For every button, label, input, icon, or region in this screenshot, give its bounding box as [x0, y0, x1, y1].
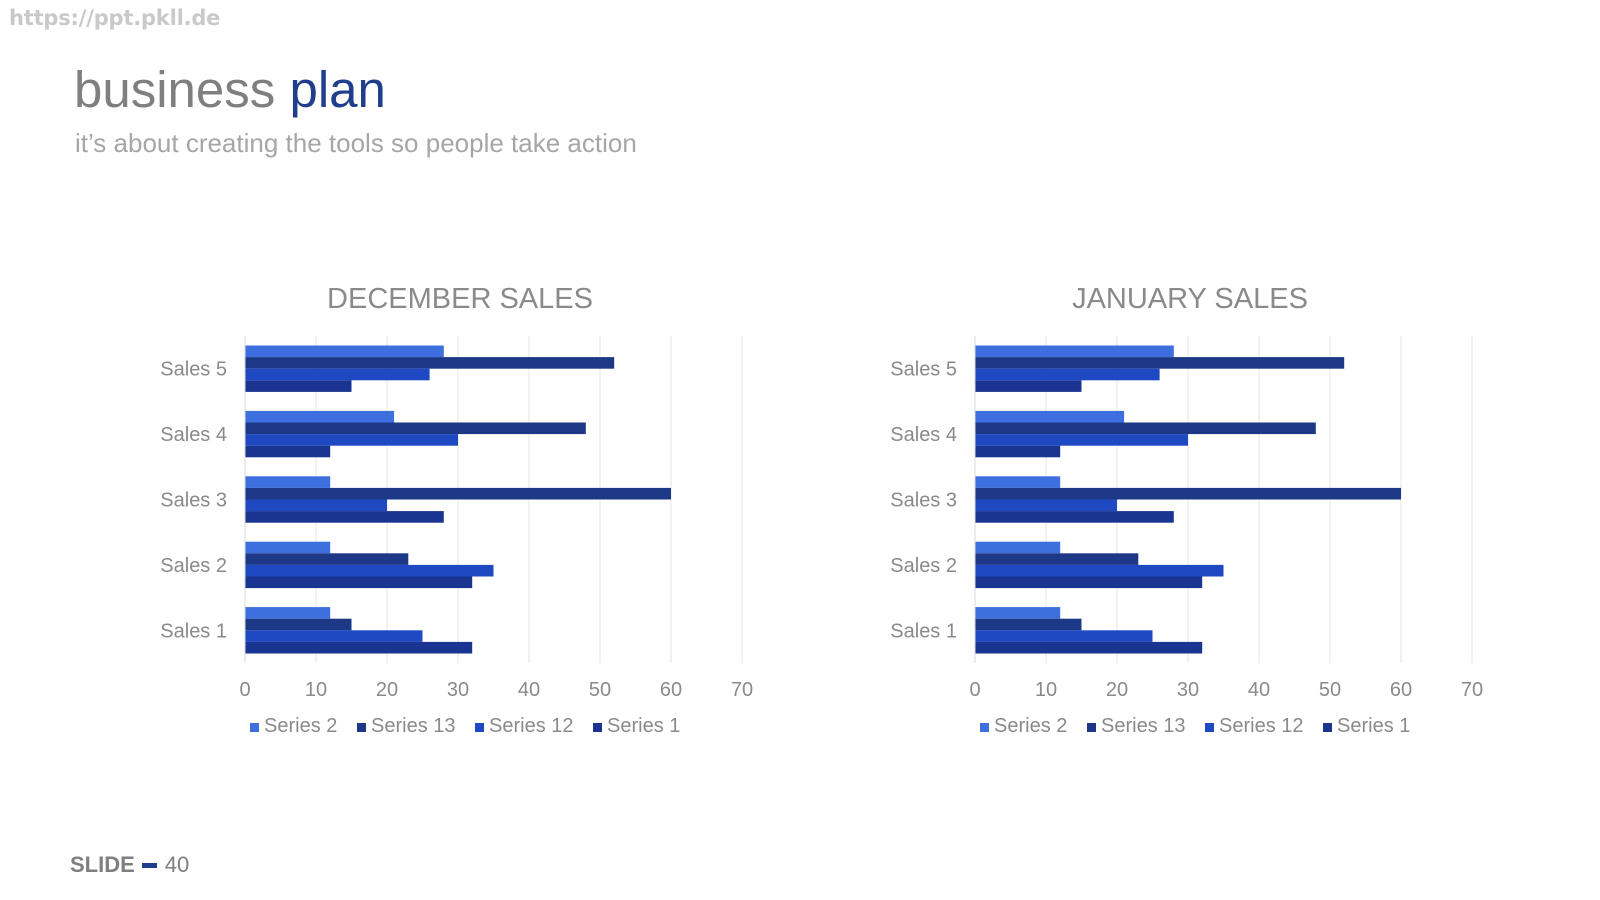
- january-sales-category-label-sales-4: Sales 4: [890, 424, 957, 446]
- january-sales-legend-label-series-12: Series 12: [1219, 715, 1304, 737]
- january-sales-bar-sales-3-series-13: [975, 487, 1401, 500]
- january-sales-bar-sales-2-series-2: [975, 541, 1061, 554]
- slide-marker: [141, 862, 157, 868]
- january-sales-x-tick-60: 60: [1390, 679, 1412, 701]
- january-sales-legend-label-series-1: Series 1: [1337, 715, 1410, 737]
- slide-footer: SLIDE 40: [70, 852, 189, 878]
- january-sales-bar-sales-1-series-12: [975, 630, 1153, 642]
- december-sales-x-tick-60: 60: [660, 679, 682, 701]
- december-sales-bar-sales-4-series-1: [245, 445, 331, 458]
- january-sales-x-tick-20: 20: [1106, 679, 1128, 701]
- january-sales-bar-sales-5-series-2: [975, 345, 1174, 358]
- december-sales-bar-sales-3-series-2: [245, 476, 331, 488]
- january-sales-x-tick-40: 40: [1248, 679, 1270, 701]
- december-sales-bar-sales-2-series-2: [245, 541, 331, 554]
- january-sales-x-tick-10: 10: [1035, 679, 1057, 701]
- december-sales-x-tick-70: 70: [731, 679, 753, 701]
- january-sales-bar-sales-2-series-13: [975, 553, 1139, 565]
- december-sales-x-tick-20: 20: [376, 679, 398, 701]
- december-sales-svg: DECEMBER SALES 0 10 20 30 40 50 60 70 Sales 1 Sale…: [160, 283, 753, 737]
- january-sales-bar-sales-3-series-2: [975, 476, 1061, 488]
- january-sales-bar-sales-4-series-1: [975, 445, 1061, 458]
- december-sales-bar-sales-3-series-1: [245, 511, 444, 523]
- watermark-url: https://ppt.pkll.de: [9, 6, 221, 30]
- december-sales-x-tick-40: 40: [518, 679, 540, 701]
- december-sales-bar-sales-3-series-13: [245, 487, 671, 500]
- december-sales-bar-sales-2-series-1: [245, 576, 473, 589]
- january-sales-category-label-sales-5: Sales 5: [890, 359, 957, 381]
- december-sales-bar-sales-5-series-2: [245, 345, 444, 358]
- page-title: business plan: [74, 64, 386, 115]
- december-sales-legend-label-series-1: Series 1: [607, 715, 680, 737]
- january-sales-category-label-sales-2: Sales 2: [890, 555, 957, 577]
- december-sales-category-label-sales-4: Sales 4: [160, 424, 227, 446]
- december-sales-legend-label-series-2: Series 2: [264, 715, 337, 737]
- january-sales-category-label-sales-3: Sales 3: [890, 490, 957, 512]
- january-sales-legend-swatch-series-13: [1087, 723, 1096, 732]
- january-sales-bar-sales-2-series-12: [975, 564, 1224, 577]
- december-sales-bar-sales-2-series-13: [245, 553, 409, 565]
- january-sales-legend-swatch-series-2: [980, 723, 989, 732]
- december-sales-legend-label-series-13: Series 13: [371, 715, 456, 737]
- december-sales-bar-sales-1-series-12: [245, 630, 423, 642]
- december-sales-category-label-sales-2: Sales 2: [160, 555, 227, 577]
- december-sales-bar-sales-4-series-12: [245, 434, 458, 446]
- january-sales-bar-sales-3-series-12: [975, 499, 1117, 512]
- december-sales-bar-sales-1-series-2: [245, 607, 331, 619]
- page-subtitle: it’s about creating the tools so people …: [75, 128, 637, 158]
- december-sales-legend-swatch-series-2: [250, 723, 259, 732]
- december-sales-bar-sales-4-series-2: [245, 410, 395, 423]
- title-part-business: business: [74, 61, 290, 118]
- december-sales-category-label-sales-3: Sales 3: [160, 490, 227, 512]
- january-sales-bar-sales-4-series-2: [975, 410, 1125, 423]
- january-sales-legend-swatch-series-1: [1323, 723, 1332, 732]
- december-sales-chart-title: DECEMBER SALES: [327, 283, 593, 315]
- december-sales-legend-swatch-series-1: [593, 723, 602, 732]
- december-sales-x-tick-30: 30: [447, 679, 469, 701]
- january-sales-bar-sales-2-series-1: [975, 576, 1203, 589]
- december-sales-bar-sales-3-series-12: [245, 499, 387, 512]
- december-sales-legend-swatch-series-12: [475, 723, 484, 732]
- january-sales-x-tick-70: 70: [1461, 679, 1483, 701]
- december-sales-bar-sales-5-series-12: [245, 368, 430, 381]
- january-sales-bar-sales-5-series-13: [975, 357, 1345, 369]
- january-sales-bar-sales-3-series-1: [975, 511, 1174, 523]
- january-sales-chart-title: JANUARY SALES: [1072, 283, 1308, 315]
- january-sales-x-tick-30: 30: [1177, 679, 1199, 701]
- december-sales-bar-sales-2-series-12: [245, 564, 494, 577]
- january-sales-bar-sales-4-series-12: [975, 434, 1188, 446]
- december-sales-bar-sales-4-series-13: [245, 422, 586, 435]
- december-sales-legend-label-series-12: Series 12: [489, 715, 574, 737]
- january-sales-category-label-sales-1: Sales 1: [890, 620, 957, 642]
- december-sales-bar-sales-5-series-13: [245, 357, 615, 369]
- january-sales-x-tick-0: 0: [969, 679, 980, 701]
- january-sales-bar-sales-1-series-13: [975, 618, 1082, 631]
- january-sales-bar-sales-5-series-12: [975, 368, 1160, 381]
- december-sales-x-tick-10: 10: [305, 679, 327, 701]
- december-sales-bar-sales-1-series-1: [245, 641, 473, 654]
- december-sales-category-label-sales-5: Sales 5: [160, 359, 227, 381]
- january-sales-legend-swatch-series-12: [1205, 723, 1214, 732]
- january-sales-legend-label-series-13: Series 13: [1101, 715, 1186, 737]
- slide-label: SLIDE: [70, 852, 135, 877]
- december-sales-x-tick-0: 0: [239, 679, 250, 701]
- slide-number: 40: [164, 852, 190, 877]
- january-sales-bar-sales-5-series-1: [975, 380, 1082, 392]
- january-sales-legend-label-series-2: Series 2: [994, 715, 1067, 737]
- january-sales-bar-sales-1-series-1: [975, 641, 1203, 654]
- january-sales-x-tick-50: 50: [1319, 679, 1341, 701]
- january-sales-svg: JANUARY SALES 0 10 20 30 40 50 60 70 Sales 1 Sales…: [890, 283, 1483, 737]
- january-sales-bar-sales-4-series-13: [975, 422, 1316, 435]
- december-sales-bar-sales-1-series-13: [245, 618, 352, 631]
- january-sales-chart: JANUARY SALES 0 10 20 30 40 50 60 70 Sales 1 Sales…: [730, 278, 1510, 778]
- december-sales-x-tick-50: 50: [589, 679, 611, 701]
- december-sales-chart: DECEMBER SALES 0 10 20 30 40 50 60 70 Sales 1 Sale…: [0, 278, 780, 778]
- december-sales-category-label-sales-1: Sales 1: [160, 620, 227, 642]
- january-sales-bar-sales-1-series-2: [975, 607, 1061, 619]
- december-sales-legend-swatch-series-13: [357, 723, 366, 732]
- title-part-plan: plan: [289, 61, 386, 118]
- december-sales-bar-sales-5-series-1: [245, 380, 352, 392]
